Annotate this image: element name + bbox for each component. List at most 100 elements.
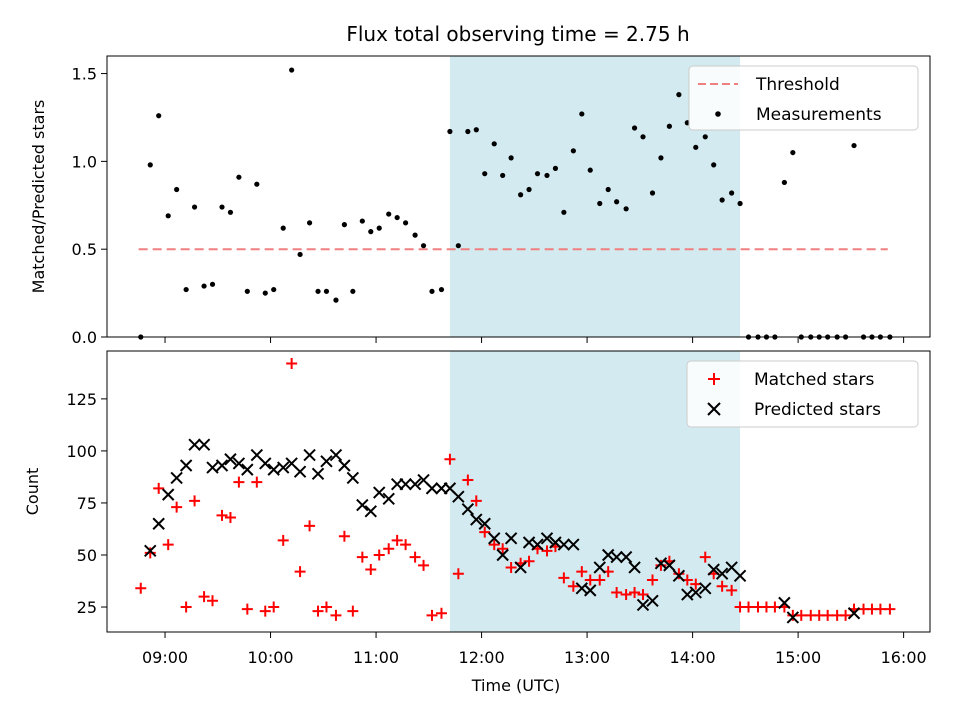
x-tick-label: 14:00 xyxy=(670,648,716,667)
measurement-point xyxy=(191,204,198,210)
matched-star-point xyxy=(716,580,728,592)
predicted-star-point xyxy=(364,505,377,518)
measurement-point xyxy=(579,111,585,117)
matched-star-point xyxy=(241,603,253,615)
measurement-point xyxy=(561,209,567,215)
x-tick-label: 10:00 xyxy=(247,648,293,667)
measurement-point xyxy=(323,288,330,294)
matched-star-point xyxy=(189,495,201,507)
matched-star-point xyxy=(629,586,641,598)
measurement-point xyxy=(508,155,514,161)
matched-star-point xyxy=(171,501,183,513)
matched-star-point xyxy=(347,605,359,617)
top-y-axis: 0.0 0.5 1.0 1.5 xyxy=(72,65,107,347)
predicted-star-point xyxy=(557,538,571,551)
y-tick-label: 50 xyxy=(77,546,97,565)
x-tick-label: 13:00 xyxy=(564,648,610,667)
predicted-star-point xyxy=(232,457,246,470)
measurement-point xyxy=(597,200,603,207)
predicted-star-point xyxy=(636,598,650,612)
matched-star-point xyxy=(356,551,368,563)
matched-star-point xyxy=(470,495,482,507)
matched-star-point xyxy=(726,584,738,596)
predicted-star-point xyxy=(531,538,544,551)
measurement-point xyxy=(219,204,225,210)
matched-star-point xyxy=(558,572,570,584)
predicted-star-point xyxy=(461,502,475,516)
legend-predicted-swatch xyxy=(707,402,721,416)
predicted-star-point xyxy=(786,611,800,624)
predicted-star-point xyxy=(356,498,369,512)
matched-star-point xyxy=(400,539,412,551)
measurement-point xyxy=(719,197,725,203)
predicted-star-point xyxy=(320,455,333,468)
measurement-point xyxy=(156,113,162,119)
predicted-stars-points xyxy=(144,438,861,624)
matched-star-point xyxy=(330,609,342,621)
measurement-point xyxy=(587,167,593,173)
predicted-star-point xyxy=(346,471,360,485)
bottom-plot-frame xyxy=(106,350,931,633)
matched-star-point xyxy=(233,476,245,488)
matched-star-point xyxy=(435,607,447,619)
predicted-star-point xyxy=(267,463,280,476)
measurement-point xyxy=(658,155,664,161)
predicted-star-point xyxy=(619,550,633,564)
matched-star-point xyxy=(594,574,606,586)
y-tick-label: 75 xyxy=(77,494,97,513)
matched-star-point xyxy=(523,555,535,567)
predicted-star-point xyxy=(161,488,175,501)
matched-star-point xyxy=(479,526,491,538)
measurement-point xyxy=(711,162,717,168)
measurement-point xyxy=(244,288,250,294)
matched-star-point xyxy=(488,539,500,551)
matched-star-point xyxy=(541,545,553,557)
y-tick-label: 125 xyxy=(66,390,97,409)
predicted-star-point xyxy=(672,569,686,583)
y-tick-label: 1.5 xyxy=(72,65,97,84)
matched-star-point xyxy=(452,568,464,580)
predicted-star-point xyxy=(847,607,861,620)
measurement-point xyxy=(183,286,189,293)
measurement-point xyxy=(420,243,427,249)
y-tick-label: 1.0 xyxy=(72,152,97,171)
matched-star-point xyxy=(294,566,306,578)
measurement-point xyxy=(262,290,268,296)
matched-star-point xyxy=(207,595,219,607)
predicted-star-point xyxy=(478,517,491,530)
matched-star-point xyxy=(874,603,886,615)
predicted-star-point xyxy=(689,586,702,599)
measurement-point xyxy=(289,67,295,73)
predicted-star-point xyxy=(144,544,157,558)
measurement-point xyxy=(552,165,559,171)
matched-star-point xyxy=(391,534,403,546)
predicted-star-point xyxy=(259,457,272,470)
matched-star-point xyxy=(426,609,438,621)
predicted-star-point xyxy=(488,532,501,545)
predicted-star-point xyxy=(504,532,518,545)
matched-star-point xyxy=(277,534,289,546)
measurement-point xyxy=(368,229,374,235)
predicted-star-point xyxy=(399,478,412,491)
measurement-point xyxy=(386,211,392,217)
x-tick-label: 11:00 xyxy=(353,648,399,667)
matched-star-point xyxy=(462,474,474,486)
top-panel: 0.0 0.5 1.0 1.5 Flux total observing time =… xyxy=(29,22,931,347)
matched-star-point xyxy=(383,543,395,555)
measurement-point xyxy=(518,192,524,198)
x-tick-label: 09:00 xyxy=(142,648,188,667)
matched-star-point xyxy=(444,453,456,465)
measurement-point xyxy=(465,128,471,135)
legend-matched-label: Matched stars xyxy=(754,370,874,390)
matched-star-point xyxy=(365,564,377,576)
measurement-point xyxy=(614,199,620,205)
predicted-star-point xyxy=(593,561,606,574)
matched-star-point xyxy=(409,551,421,563)
matched-star-point xyxy=(611,586,623,598)
x-tick-label: 15:00 xyxy=(775,648,821,667)
matched-star-point xyxy=(373,549,385,561)
legend-matched-swatch xyxy=(708,373,720,385)
measurement-point xyxy=(376,225,382,231)
predicted-star-point xyxy=(382,492,395,505)
measurements-points xyxy=(138,67,893,340)
